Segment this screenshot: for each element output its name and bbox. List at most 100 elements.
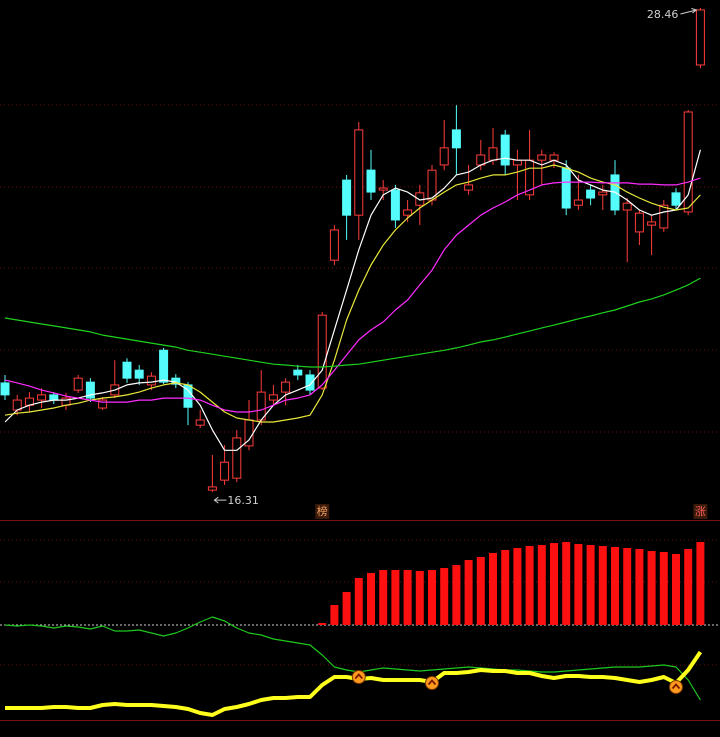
histogram-bar (525, 546, 534, 625)
candle (464, 164, 474, 195)
candle-body (537, 154, 547, 161)
histogram-bar (696, 542, 705, 625)
candle (268, 384, 278, 406)
candle (342, 174, 352, 240)
histogram-bar (501, 550, 510, 625)
high-pointer-head (691, 7, 698, 14)
candle (451, 105, 461, 175)
candle (659, 200, 669, 232)
candle-body (659, 204, 669, 229)
candle (573, 174, 583, 210)
candle-body (403, 209, 413, 216)
indicator-line (4, 616, 701, 701)
tag: 涨 (695, 505, 706, 518)
candle-body (451, 129, 461, 149)
histogram-bar (623, 548, 632, 625)
signal-marker (351, 670, 366, 684)
candle-body (146, 375, 156, 386)
candle (500, 129, 510, 175)
candle (0, 374, 10, 401)
indicator-line (4, 177, 701, 413)
histogram-bar (354, 578, 363, 625)
candle-body (573, 199, 583, 206)
candle (220, 445, 230, 485)
signal-caret (354, 673, 363, 680)
candle-body (134, 369, 144, 379)
histogram-bar (367, 573, 375, 625)
candle-body (464, 184, 474, 191)
candle-body (647, 221, 657, 226)
candle-body (268, 394, 278, 401)
candle-body (366, 169, 376, 193)
candle-body (378, 187, 388, 191)
candle-body (85, 381, 95, 399)
candle-body (232, 437, 242, 479)
candle-body (73, 377, 83, 391)
histogram-bar (611, 547, 619, 625)
histogram-bar (635, 549, 644, 625)
candle-body (317, 314, 327, 389)
candle-body (329, 229, 339, 261)
candle (317, 312, 327, 391)
tag: 榜 (317, 504, 328, 518)
grid (0, 104, 720, 721)
candle (586, 184, 596, 206)
histogram-bar (562, 542, 571, 625)
high-label: 28.46 (647, 8, 679, 21)
candle-body (0, 382, 10, 396)
candle (525, 129, 535, 201)
histogram-bar (586, 545, 595, 625)
signal-marker (669, 680, 683, 694)
histogram-bar (647, 551, 656, 625)
candle-body (354, 129, 364, 216)
candle-body (342, 179, 352, 216)
indicator-line (4, 164, 701, 423)
histogram-bar (342, 592, 351, 625)
histogram-bar (428, 570, 436, 625)
histogram-bar (598, 546, 607, 625)
candle (159, 347, 169, 385)
signal-caret (427, 679, 437, 686)
candle-body (671, 192, 681, 206)
histogram-bar (684, 549, 693, 625)
candle-body (561, 167, 571, 209)
candle-body (49, 394, 59, 401)
histogram-bar (550, 543, 558, 625)
histogram-bar (476, 557, 485, 625)
candle-body (622, 202, 632, 211)
histogram-bar (391, 570, 400, 625)
candle (195, 410, 205, 428)
signal-caret (671, 683, 681, 690)
candle (598, 184, 608, 210)
histogram-bar (379, 570, 388, 625)
signal-dot (669, 680, 683, 694)
candle (305, 370, 315, 395)
histogram-bar (672, 554, 680, 625)
candle (37, 388, 47, 409)
candle-body (195, 419, 205, 426)
histogram-bar (440, 568, 449, 625)
candle-body (586, 189, 596, 199)
candle (695, 7, 705, 69)
histogram-bar (403, 570, 412, 625)
candle (293, 364, 303, 381)
candle-body (220, 461, 230, 481)
candle (390, 184, 400, 228)
candle (329, 225, 339, 265)
candle-body (122, 361, 132, 379)
candle-body (512, 159, 522, 166)
candle (683, 109, 693, 216)
histogram-bar (513, 548, 522, 625)
candle-body (37, 394, 47, 401)
candle-body (439, 147, 449, 166)
candle-body (98, 399, 108, 409)
histogram-bar (489, 553, 497, 625)
signal-dot (351, 670, 366, 684)
candle-body (683, 111, 693, 213)
histogram-bar (330, 605, 339, 625)
candle-body (488, 147, 498, 161)
candle (85, 378, 95, 403)
indicator-line (4, 277, 701, 368)
